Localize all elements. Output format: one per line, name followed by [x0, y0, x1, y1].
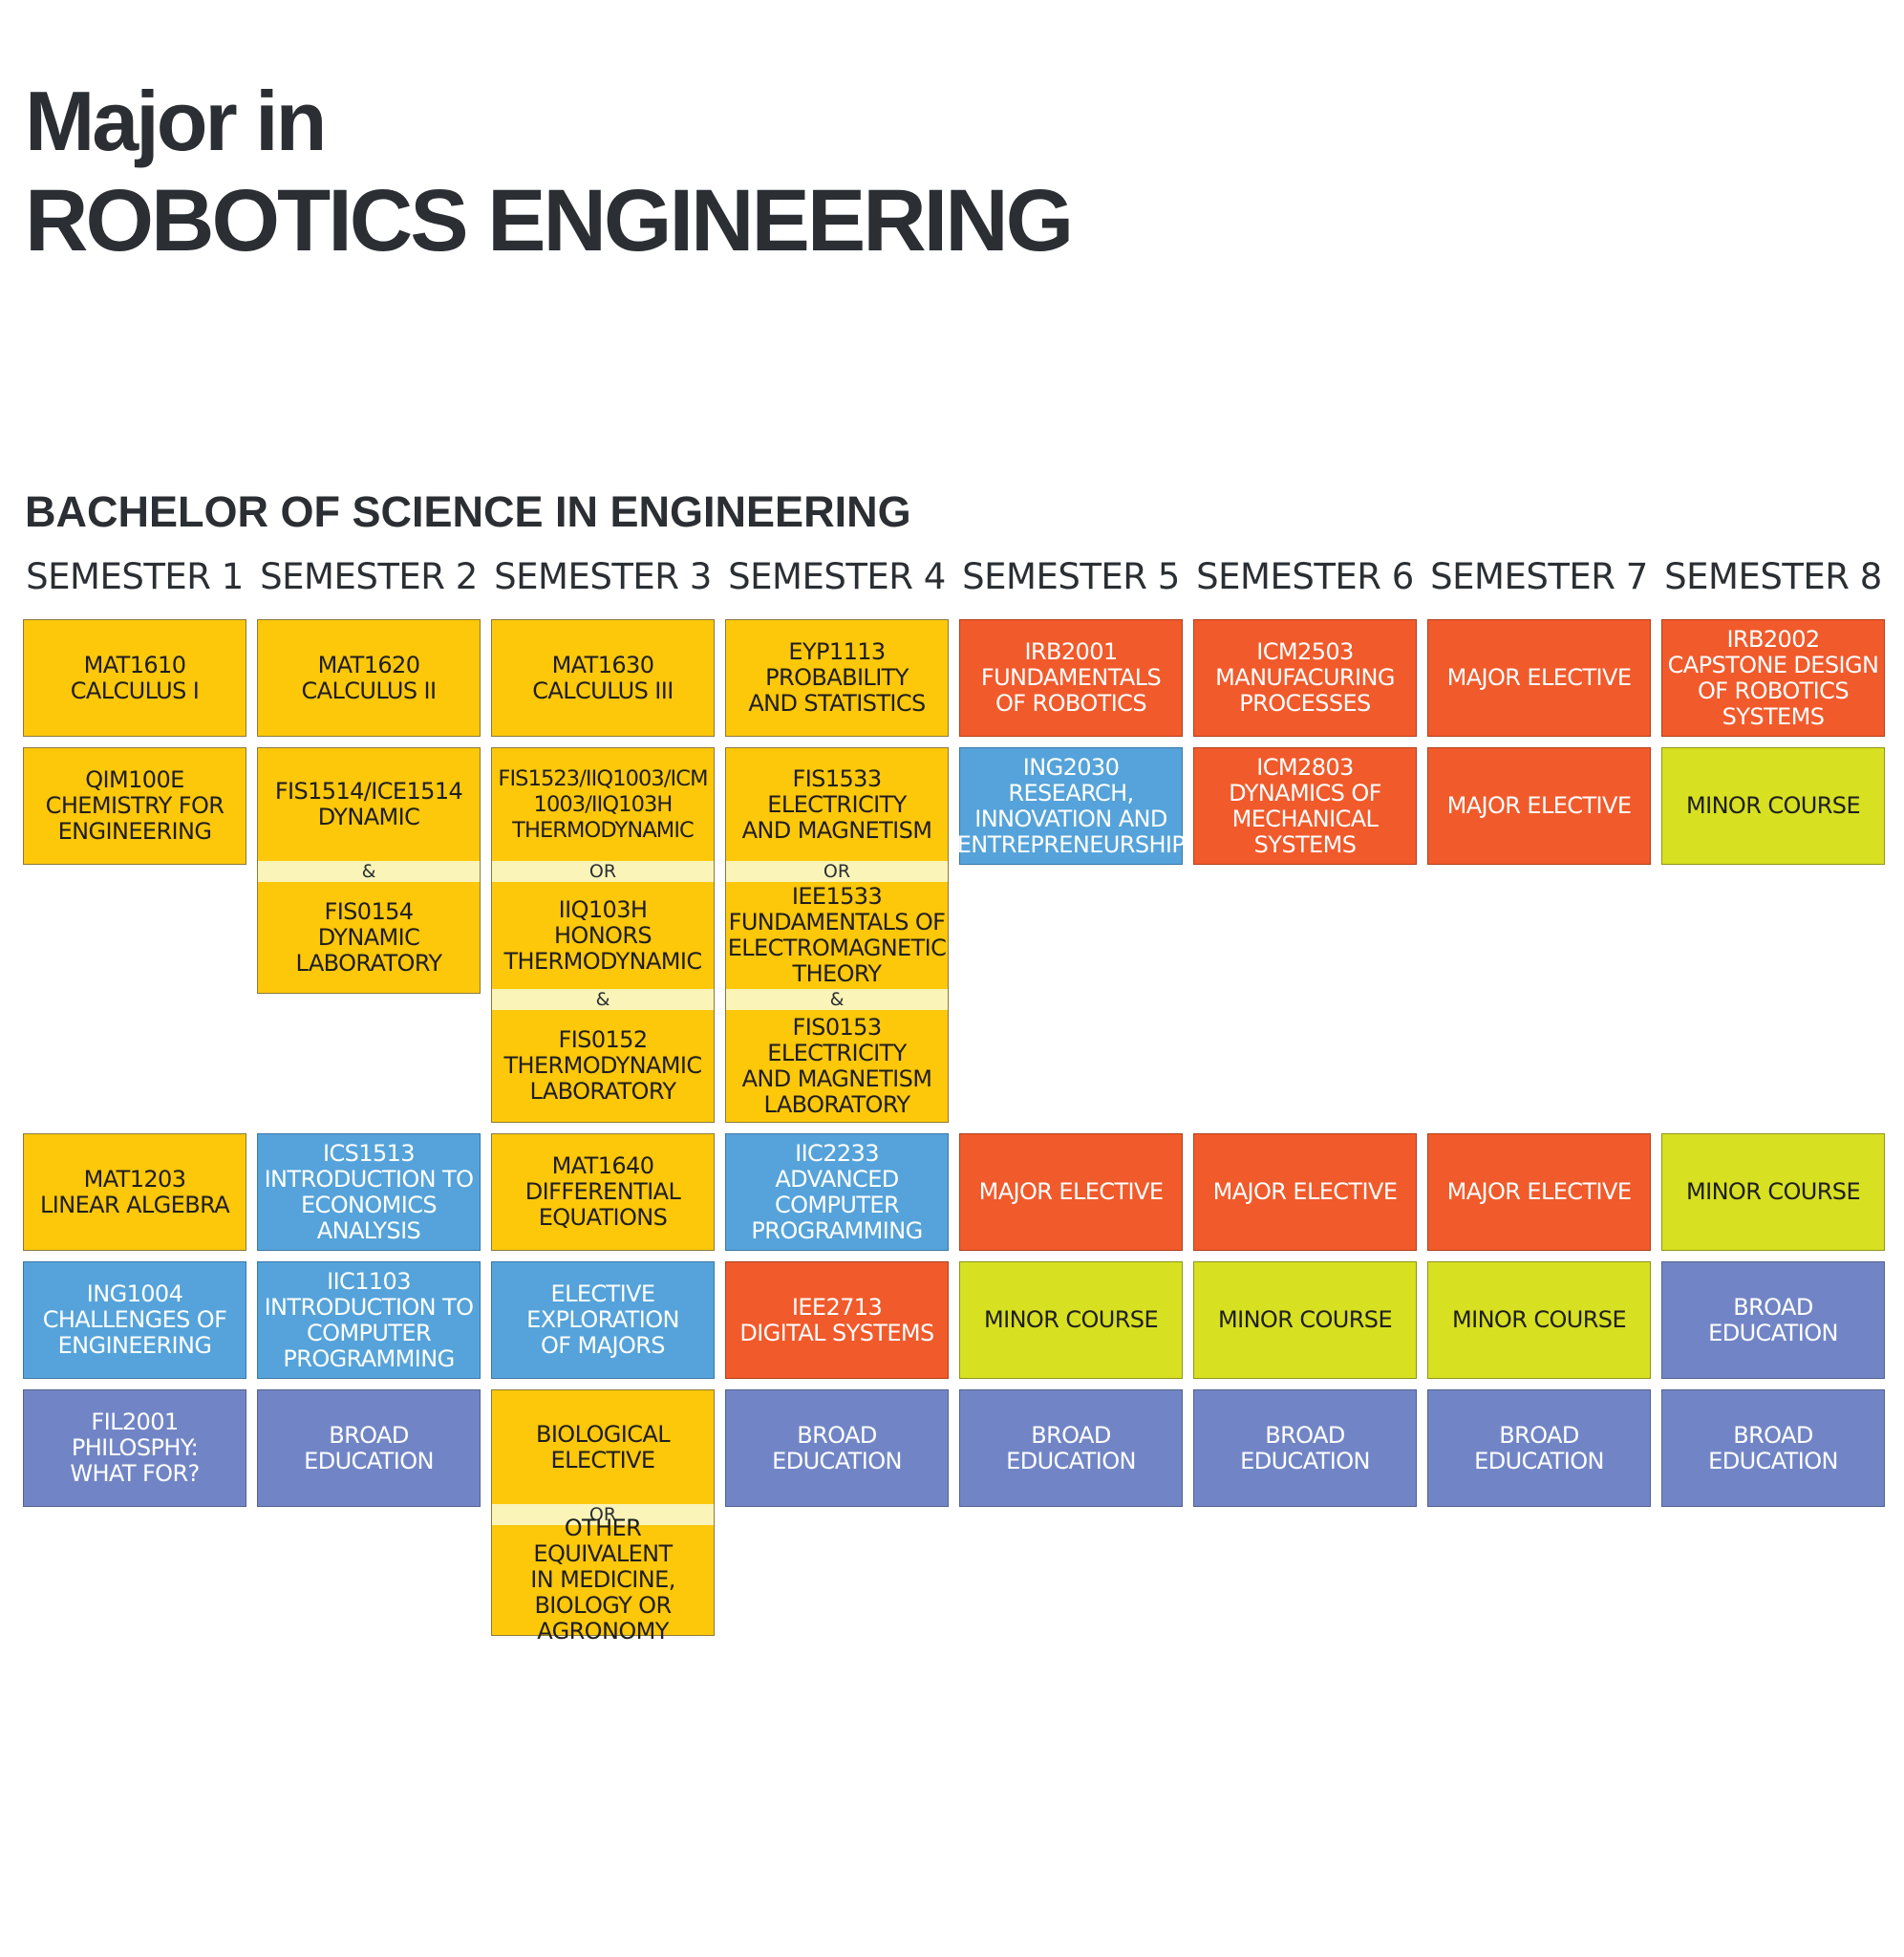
- course-mat1620: MAT1620 CALCULUS II: [257, 619, 481, 737]
- major-elective: MAJOR ELECTIVE: [1427, 1133, 1651, 1251]
- course-ing2030: ING2030 RESEARCH, INNOVATION AND ENTREPR…: [957, 747, 1186, 865]
- course-ics1513: ICS1513 INTRODUCTION TO ECONOMICS ANALYS…: [257, 1133, 481, 1251]
- elective-exploration-of-majors: ELECTIVE EXPLORATION OF MAJORS: [491, 1261, 715, 1379]
- course-fis0154: FIS0154 DYNAMIC LABORATORY: [257, 882, 481, 994]
- course-fis1533: FIS1533 ELECTRICITY AND MAGNETISM: [725, 747, 949, 861]
- course-fil2001: FIL2001 PHILOSPHY: WHAT FOR?: [23, 1389, 246, 1507]
- connector-and: &: [257, 861, 481, 882]
- semester-header-7: SEMESTER 7: [1430, 556, 1648, 597]
- course-icm2503: ICM2503 MANUFACURING PROCESSES: [1193, 619, 1417, 737]
- broad-education: BROAD EDUCATION: [959, 1389, 1183, 1507]
- course-iic1103: IIC1103 INTRODUCTION TO COMPUTER PROGRAM…: [257, 1261, 481, 1379]
- course-mat1610: MAT1610 CALCULUS I: [23, 619, 246, 737]
- semester-header-5: SEMESTER 5: [962, 556, 1180, 597]
- course-irb2001: IRB2001 FUNDAMENTALS OF ROBOTICS: [959, 619, 1183, 737]
- minor-course: MINOR COURSE: [1661, 747, 1885, 865]
- semester-header-2: SEMESTER 2: [260, 556, 478, 597]
- other-equivalent-elective: OTHER EQUIVALENT IN MEDICINE, BIOLOGY OR…: [491, 1516, 715, 1645]
- course-iee1533: IEE1533 FUNDAMENTALS OF ELECTROMAGNETIC …: [725, 882, 949, 989]
- course-iiq103h: IIQ103H HONORS THERMODYNAMIC: [491, 882, 715, 989]
- course-mat1203: MAT1203 LINEAR ALGEBRA: [23, 1133, 246, 1251]
- course-fis0152: FIS0152 THERMODYNAMIC LABORATORY: [491, 1010, 715, 1123]
- major-elective: MAJOR ELECTIVE: [1427, 619, 1651, 737]
- course-ing1004: ING1004 CHALLENGES OF ENGINEERING: [23, 1261, 246, 1379]
- minor-course: MINOR COURSE: [959, 1261, 1183, 1379]
- page-title-line2: ROBOTICS ENGINEERING: [25, 172, 1074, 269]
- broad-education: BROAD EDUCATION: [725, 1389, 949, 1507]
- semester-header-4: SEMESTER 4: [728, 556, 946, 597]
- course-mat1630: MAT1630 CALCULUS III: [491, 619, 715, 737]
- major-elective: MAJOR ELECTIVE: [959, 1133, 1183, 1251]
- broad-education: BROAD EDUCATION: [1661, 1389, 1885, 1507]
- minor-course: MINOR COURSE: [1193, 1261, 1417, 1379]
- broad-education: BROAD EDUCATION: [257, 1389, 481, 1507]
- biological-elective: BIOLOGICAL ELECTIVE: [491, 1389, 715, 1504]
- connector-or: OR: [491, 1504, 715, 1525]
- course-eyp1113: EYP1113 PROBABILITY AND STATISTICS: [725, 619, 949, 737]
- semester-header-3: SEMESTER 3: [494, 556, 712, 597]
- major-elective: MAJOR ELECTIVE: [1427, 747, 1651, 865]
- degree-subtitle: BACHELOR OF SCIENCE IN ENGINEERING: [25, 487, 911, 536]
- course-fis0153: FIS0153 ELECTRICITY AND MAGNETISM LABORA…: [725, 1010, 949, 1123]
- page-title-line1: Major in: [25, 74, 327, 168]
- course-irb2002: IRB2002 CAPSTONE DESIGN OF ROBOTICS SYST…: [1661, 619, 1885, 737]
- course-qim100e: QIM100E CHEMISTRY FOR ENGINEERING: [23, 747, 246, 865]
- semester-header-1: SEMESTER 1: [26, 556, 244, 597]
- semester-header-8: SEMESTER 8: [1664, 556, 1882, 597]
- course-iee2713: IEE2713 DIGITAL SYSTEMS: [725, 1261, 949, 1379]
- course-fis1514: FIS1514/ICE1514 DYNAMIC: [257, 747, 481, 861]
- minor-course: MINOR COURSE: [1427, 1261, 1651, 1379]
- connector-or: OR: [491, 861, 715, 882]
- course-mat1640: MAT1640 DIFFERENTIAL EQUATIONS: [491, 1133, 715, 1251]
- minor-course: MINOR COURSE: [1661, 1133, 1885, 1251]
- connector-and: &: [491, 989, 715, 1010]
- connector-or: OR: [725, 861, 949, 882]
- semester-header-6: SEMESTER 6: [1196, 556, 1414, 597]
- course-icm2803: ICM2803 DYNAMICS OF MECHANICAL SYSTEMS: [1193, 747, 1417, 865]
- broad-education: BROAD EDUCATION: [1427, 1389, 1651, 1507]
- broad-education: BROAD EDUCATION: [1661, 1261, 1885, 1379]
- major-elective: MAJOR ELECTIVE: [1193, 1133, 1417, 1251]
- connector-and: &: [725, 989, 949, 1010]
- broad-education: BROAD EDUCATION: [1193, 1389, 1417, 1507]
- course-fis1523: FIS1523/IIQ1003/ICM 1003/IIQ103H THERMOD…: [491, 747, 715, 861]
- course-iic2233: IIC2233 ADVANCED COMPUTER PROGRAMMING: [725, 1133, 949, 1251]
